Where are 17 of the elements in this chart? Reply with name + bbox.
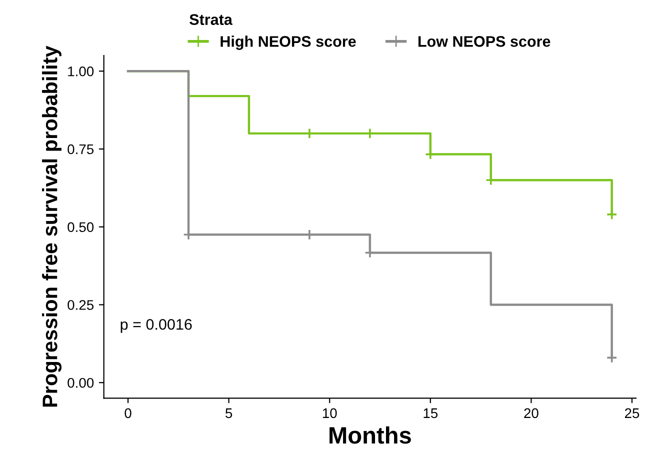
x-tick-label: 20	[524, 408, 538, 418]
y-tick-label: 0.25	[68, 300, 94, 310]
annotation: p = 0.0016	[120, 318, 192, 333]
x-tick-label: 5	[226, 408, 232, 418]
x-tick-label: 0	[124, 408, 132, 418]
y-axis-title: Progression free survival probability	[42, 46, 62, 407]
y-tick-label: 0.00	[68, 378, 94, 388]
y-tick-label: 0.75	[68, 144, 94, 154]
legend-title: Strata	[190, 14, 233, 25]
legend-label: Low NEOPS score	[418, 36, 550, 47]
y-tick-label: 1.00	[68, 66, 94, 76]
x-axis-title: Months	[330, 426, 411, 444]
y-tick-label: 0.50	[68, 222, 94, 232]
x-tick-label: 10	[322, 408, 337, 418]
x-tick-label: 15	[424, 408, 438, 418]
x-tick-label: 25	[624, 408, 640, 418]
legend-label: High NEOPS score	[220, 36, 356, 50]
